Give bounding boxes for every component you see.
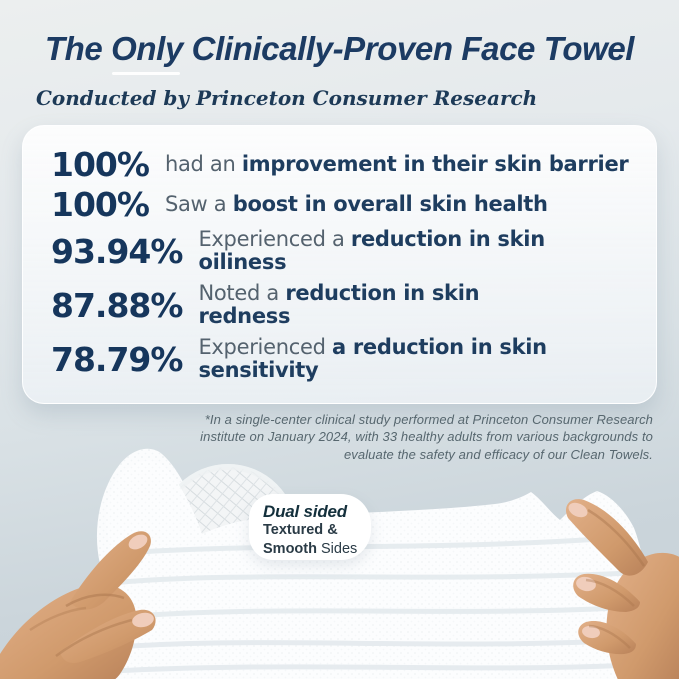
stat-percentage: 87.88% <box>51 285 183 325</box>
title-part-underlined: Only <box>111 30 183 75</box>
stats-card: 100% had an improvement in their skin ba… <box>22 125 657 404</box>
stat-description: had an improvement in their skin barrier <box>164 151 629 176</box>
stat-percentage: 93.94% <box>51 231 183 271</box>
towel-illustration <box>0 448 679 679</box>
stat-percentage: 100% <box>51 145 150 184</box>
page-title: The Only Clinically-Proven Face Towel <box>0 30 679 75</box>
left-hand <box>0 531 156 679</box>
right-hand <box>565 499 679 679</box>
dual-sided-callout: Dual sided Textured & Smooth Sides <box>249 494 371 560</box>
stat-description: Noted a reduction in skin redness <box>198 280 480 329</box>
stat-description: Experienced a reduction in skin sensitiv… <box>198 334 547 383</box>
stat-row-skin-barrier: 100% had an improvement in their skin ba… <box>51 148 632 181</box>
stat-row-sensitivity: 78.79% Experienced a reduction in skin s… <box>51 334 632 383</box>
stat-row-redness: 87.88% Noted a reduction in skin redness <box>51 280 632 329</box>
stat-percentage: 100% <box>51 184 150 224</box>
callout-line-smooth: Smooth Sides <box>263 541 358 557</box>
callout-title: Dual sided <box>263 502 347 521</box>
study-disclaimer: *In a single-center clinical study perfo… <box>200 412 653 462</box>
title-part-post: Clinically-Proven Face Towel <box>182 30 635 67</box>
stretched-towel <box>86 460 653 679</box>
stat-description: Experienced a reduction in skin oiliness <box>198 226 545 275</box>
subtitle: Conducted by Princeton Consumer Research <box>36 86 538 110</box>
stat-row-skin-health: 100% Saw a boost in overall skin health <box>51 188 632 221</box>
callout-line-textured: Textured & <box>263 522 338 538</box>
stat-row-oiliness: 93.94% Experienced a reduction in skin o… <box>51 226 632 275</box>
stat-description: Saw a boost in overall skin health <box>164 191 548 216</box>
title-part-pre: The <box>44 30 112 67</box>
stat-percentage: 78.79% <box>51 339 183 379</box>
